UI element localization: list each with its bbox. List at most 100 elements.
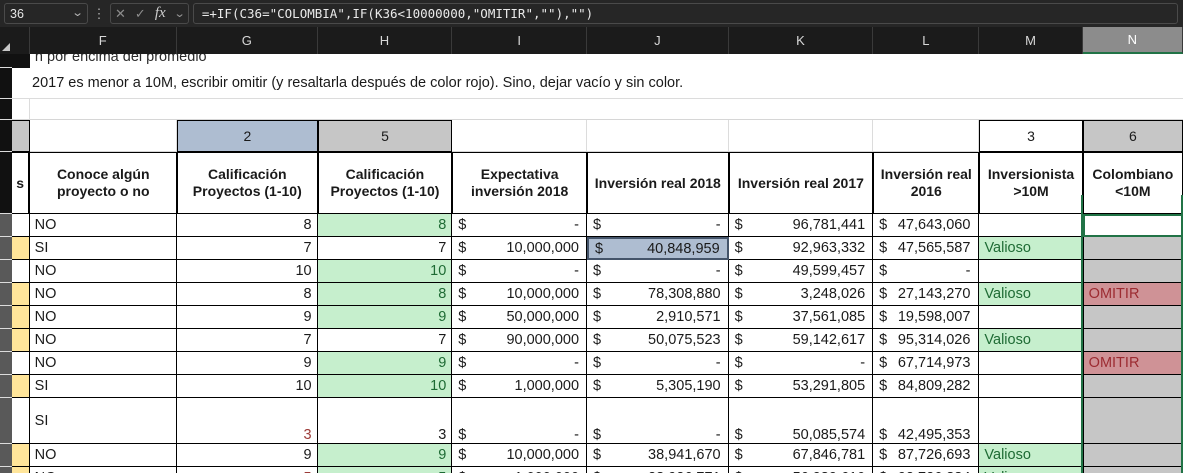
cell-K[interactable]: $96,781,441 xyxy=(728,214,874,237)
cell-H[interactable]: 7 xyxy=(317,237,453,260)
cell-F[interactable]: NO xyxy=(29,306,178,329)
cell-I[interactable]: $10,000,000 xyxy=(452,444,588,467)
cell-M[interactable]: Valioso xyxy=(979,283,1083,306)
cell-N[interactable] xyxy=(1082,398,1183,444)
cell-H[interactable]: 7 xyxy=(317,329,453,352)
cell-I[interactable]: $ - xyxy=(452,260,588,283)
column-header-L[interactable]: L xyxy=(873,27,980,54)
row-header[interactable] xyxy=(0,398,12,444)
row-header[interactable] xyxy=(0,237,12,260)
cell-E[interactable] xyxy=(11,329,30,352)
cell-E[interactable] xyxy=(11,306,30,329)
cell-N[interactable] xyxy=(1082,237,1183,260)
row-header[interactable] xyxy=(0,375,12,398)
cell-N[interactable] xyxy=(1082,467,1183,473)
column-header-N[interactable]: N xyxy=(1082,27,1183,54)
row-header[interactable] xyxy=(0,352,12,375)
cell-K[interactable]: $59,142,617 xyxy=(728,329,874,352)
cell-N[interactable] xyxy=(1082,214,1183,237)
cell-E[interactable] xyxy=(11,237,30,260)
column-header-J[interactable]: J xyxy=(587,27,729,54)
cell-E[interactable] xyxy=(11,214,30,237)
cell-L[interactable]: $42,495,353 xyxy=(873,398,980,444)
cell-K[interactable]: $37,561,085 xyxy=(728,306,874,329)
cell-G[interactable]: 8 xyxy=(177,214,318,237)
cell-J[interactable]: $2,910,571 xyxy=(587,306,729,329)
cell-M[interactable]: Valioso xyxy=(979,329,1083,352)
cell-I[interactable]: $ - xyxy=(452,214,588,237)
table-row[interactable]: SI 3 3 $ - $ - $50,085,574 $42,495,353 xyxy=(0,398,1183,444)
cell-J[interactable]: $ - xyxy=(587,398,729,444)
cell-G[interactable]: 7 xyxy=(177,237,318,260)
cell-G[interactable]: 7 xyxy=(177,329,318,352)
table-row[interactable]: NO 7 7 $90,000,000 $50,075,523 $59,142,617 $95… xyxy=(0,329,1183,352)
cell-G[interactable]: 8 xyxy=(177,283,318,306)
cell-K[interactable]: $ - xyxy=(728,352,874,375)
badge-cell-G[interactable]: 2 xyxy=(177,120,318,152)
column-header-E[interactable] xyxy=(11,27,30,54)
cell-N[interactable] xyxy=(1082,375,1183,398)
table-row[interactable]: NO 9 9 $50,000,000 $2,910,571 $37,561,085 $19,… xyxy=(0,306,1183,329)
cell-J[interactable]: $5,305,190 xyxy=(587,375,729,398)
cell-L[interactable]: $84,809,282 xyxy=(873,375,980,398)
cell-E[interactable] xyxy=(11,444,30,467)
column-header-F[interactable]: F xyxy=(29,27,178,54)
name-box[interactable]: 36 ⌄ xyxy=(4,3,88,24)
cell-E[interactable] xyxy=(11,260,30,283)
cell-K[interactable]: $56,939,610 xyxy=(728,467,874,473)
column-header-I[interactable]: I xyxy=(452,27,588,54)
cell-F[interactable]: NO xyxy=(29,467,178,473)
cell-H[interactable]: 9 xyxy=(317,306,453,329)
insert-function-icon[interactable]: fx xyxy=(154,5,166,21)
cell-F[interactable]: SI xyxy=(29,398,178,444)
row-header[interactable] xyxy=(0,214,12,237)
cell-E[interactable] xyxy=(11,283,30,306)
cell-K[interactable]: $50,085,574 xyxy=(728,398,874,444)
cell-N[interactable] xyxy=(1082,306,1183,329)
cell-I[interactable]: $1,000,000 xyxy=(452,375,588,398)
cell-E[interactable] xyxy=(11,352,30,375)
cell-K[interactable]: $67,846,781 xyxy=(728,444,874,467)
cell-J[interactable]: $ - xyxy=(587,214,729,237)
cell-M[interactable]: Valioso xyxy=(979,237,1083,260)
row-header[interactable] xyxy=(0,329,12,352)
cell-G[interactable]: 10 xyxy=(177,260,318,283)
cell-H[interactable]: 9 xyxy=(317,444,453,467)
cell-L[interactable]: $67,714,973 xyxy=(873,352,980,375)
column-header-M[interactable]: M xyxy=(979,27,1083,54)
confirm-icon[interactable]: ✓ xyxy=(134,6,146,21)
cell-K[interactable]: $53,291,805 xyxy=(728,375,874,398)
cell-K[interactable]: $92,963,332 xyxy=(728,237,874,260)
cell-M[interactable] xyxy=(979,214,1083,237)
badge-cell-H[interactable]: 5 xyxy=(317,120,453,152)
table-row[interactable]: NO 10 10 $ - $ - $49,599,457 $ - xyxy=(0,260,1183,283)
cell-N[interactable] xyxy=(1082,260,1183,283)
cell-N[interactable]: OMITIR xyxy=(1082,352,1183,375)
cell-M[interactable] xyxy=(979,375,1083,398)
cell-H[interactable]: 8 xyxy=(317,283,453,306)
cell-N[interactable]: OMITIR xyxy=(1082,283,1183,306)
formula-input[interactable]: =+IF(C36="COLOMBIA",IF(K36<10000000,"OMI… xyxy=(192,3,1178,24)
cell-H[interactable]: 9 xyxy=(317,352,453,375)
cell-H[interactable]: 10 xyxy=(317,375,453,398)
cell-G[interactable]: 9 xyxy=(177,352,318,375)
cell-I[interactable]: $10,000,000 xyxy=(452,237,587,260)
cell-M[interactable]: Valioso xyxy=(979,467,1083,473)
spreadsheet-grid[interactable]: △Platzi n por encima del promedio 2017 e… xyxy=(0,54,1183,473)
cell-E[interactable] xyxy=(11,398,30,444)
cell-H[interactable]: 10 xyxy=(317,260,453,283)
table-row[interactable]: NO 8 8 $10,000,000 $78,308,880 $3,248,026 $27,… xyxy=(0,283,1183,306)
cell-N[interactable] xyxy=(1082,329,1183,352)
table-row[interactable]: NO 9 9 $10,000,000 $38,941,670 $67,846,781 $87… xyxy=(0,444,1183,467)
cell-M[interactable]: Valioso xyxy=(979,444,1083,467)
table-row[interactable]: NO55$1,000,000$28,926,771$56,939,610$92,… xyxy=(0,467,1183,473)
cell-F[interactable]: SI xyxy=(29,237,178,260)
cell-M[interactable] xyxy=(979,306,1083,329)
cell-G[interactable]: 10 xyxy=(177,375,318,398)
cell-I[interactable]: $50,000,000 xyxy=(452,306,588,329)
cell-M[interactable] xyxy=(979,398,1083,444)
table-row[interactable]: SI 7 7 $10,000,000 $40,848,959 $92,963,332 $47… xyxy=(0,237,1183,260)
cell-I[interactable]: $90,000,000 xyxy=(452,329,588,352)
cell-M[interactable] xyxy=(979,260,1083,283)
badge-cell-N[interactable]: 6 xyxy=(1082,120,1183,152)
